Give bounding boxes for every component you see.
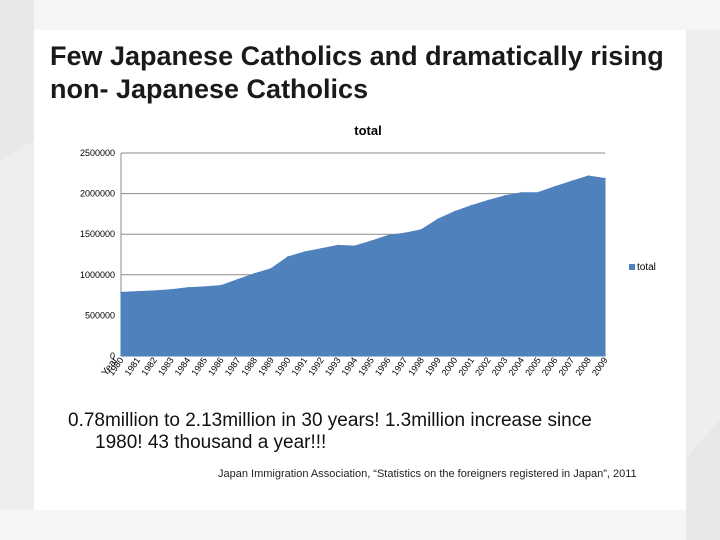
data-point: [520, 191, 523, 194]
data-point: [454, 210, 456, 213]
area-series-total: [120, 175, 606, 357]
caption-line-1: 0.78million to 2.13million in 30 years! …: [68, 410, 592, 431]
y-tick-label: 2500000: [80, 148, 115, 158]
data-point: [253, 272, 256, 275]
x-tick-label: 1983: [156, 355, 176, 377]
x-tick-label: 1993: [323, 355, 343, 377]
y-tick-label: 2000000: [80, 189, 115, 199]
y-tick-label: 0: [110, 351, 115, 361]
data-point: [504, 195, 506, 197]
series-area: [120, 175, 606, 357]
data-point: [587, 175, 590, 177]
caption-line-2: 1980! 43 thousand a year!!!: [95, 432, 327, 453]
x-tick-label: 1999: [423, 355, 443, 377]
x-tick-label: 2002: [473, 355, 493, 377]
x-tick-label: 2008: [573, 355, 593, 377]
x-tick-label: 1996: [373, 355, 393, 377]
y-tick-label: 1000000: [80, 270, 115, 280]
data-point: [353, 245, 356, 247]
x-tick-label: 2007: [557, 355, 577, 377]
x-tick-label: 1997: [390, 355, 410, 377]
data-point: [153, 290, 156, 292]
x-tick-label: 1982: [139, 355, 159, 377]
x-axis-ticks: 1980198119821983198419851986198719881989…: [106, 355, 610, 377]
legend-label: total: [637, 262, 656, 273]
data-point: [203, 286, 206, 288]
data-point: [170, 288, 172, 291]
data-point: [220, 284, 222, 287]
data-point: [470, 204, 473, 207]
data-point: [420, 228, 423, 231]
data-point: [604, 177, 606, 180]
y-tick-label: 500000: [85, 310, 115, 320]
legend: total: [629, 262, 656, 273]
data-point: [337, 244, 339, 247]
legend-swatch: [629, 264, 635, 270]
x-tick-label: 1985: [189, 355, 209, 377]
data-point: [437, 218, 439, 220]
x-tick-label: 2001: [456, 355, 476, 377]
x-tick-label: 1991: [290, 355, 310, 377]
x-tick-label: 1992: [306, 355, 326, 377]
x-tick-label: 1986: [206, 355, 226, 377]
y-tick-label: 1500000: [80, 229, 115, 239]
data-point: [537, 191, 539, 194]
x-tick-label: 1988: [239, 355, 259, 377]
data-point: [237, 278, 239, 281]
x-tick-label: 1987: [223, 355, 243, 377]
data-point: [120, 291, 122, 294]
x-tick-label: 1998: [406, 355, 426, 377]
data-point: [403, 232, 406, 234]
data-point: [270, 267, 273, 270]
area-chart: 0 500000 1000000 1500000 2000000 2500000 1980…: [80, 123, 656, 378]
x-tick-label: 1981: [123, 355, 143, 377]
x-tick-label: 2004: [507, 355, 527, 377]
data-point: [487, 199, 490, 202]
data-point: [320, 248, 323, 250]
data-point: [570, 180, 573, 183]
x-tick-label: 1995: [356, 355, 376, 377]
data-point: [287, 256, 289, 258]
slide-title: Few Japanese Catholics and dramatically …: [50, 41, 664, 104]
x-tick-label: 1990: [273, 355, 293, 377]
x-tick-label: 1984: [173, 355, 193, 377]
x-tick-label: 1994: [340, 355, 360, 377]
x-tick-label: 1989: [256, 355, 276, 377]
x-tick-label: 2000: [440, 355, 460, 377]
data-point: [387, 234, 389, 237]
x-tick-label: 2005: [523, 355, 543, 377]
source-citation: Japan Immigration Association, “Statisti…: [218, 468, 637, 480]
x-tick-label: 2003: [490, 355, 510, 377]
data-point: [303, 251, 306, 253]
chart-title: total: [354, 123, 381, 138]
x-tick-label: 2006: [540, 355, 560, 377]
x-tick-label: 2009: [590, 355, 610, 377]
data-point: [554, 185, 556, 188]
data-point: [187, 286, 189, 289]
caption: 0.78million to 2.13million in 30 years! …: [68, 410, 688, 454]
data-point: [136, 290, 139, 293]
data-point: [370, 240, 373, 242]
y-axis-ticks: 0 500000 1000000 1500000 2000000 2500000: [80, 148, 115, 361]
